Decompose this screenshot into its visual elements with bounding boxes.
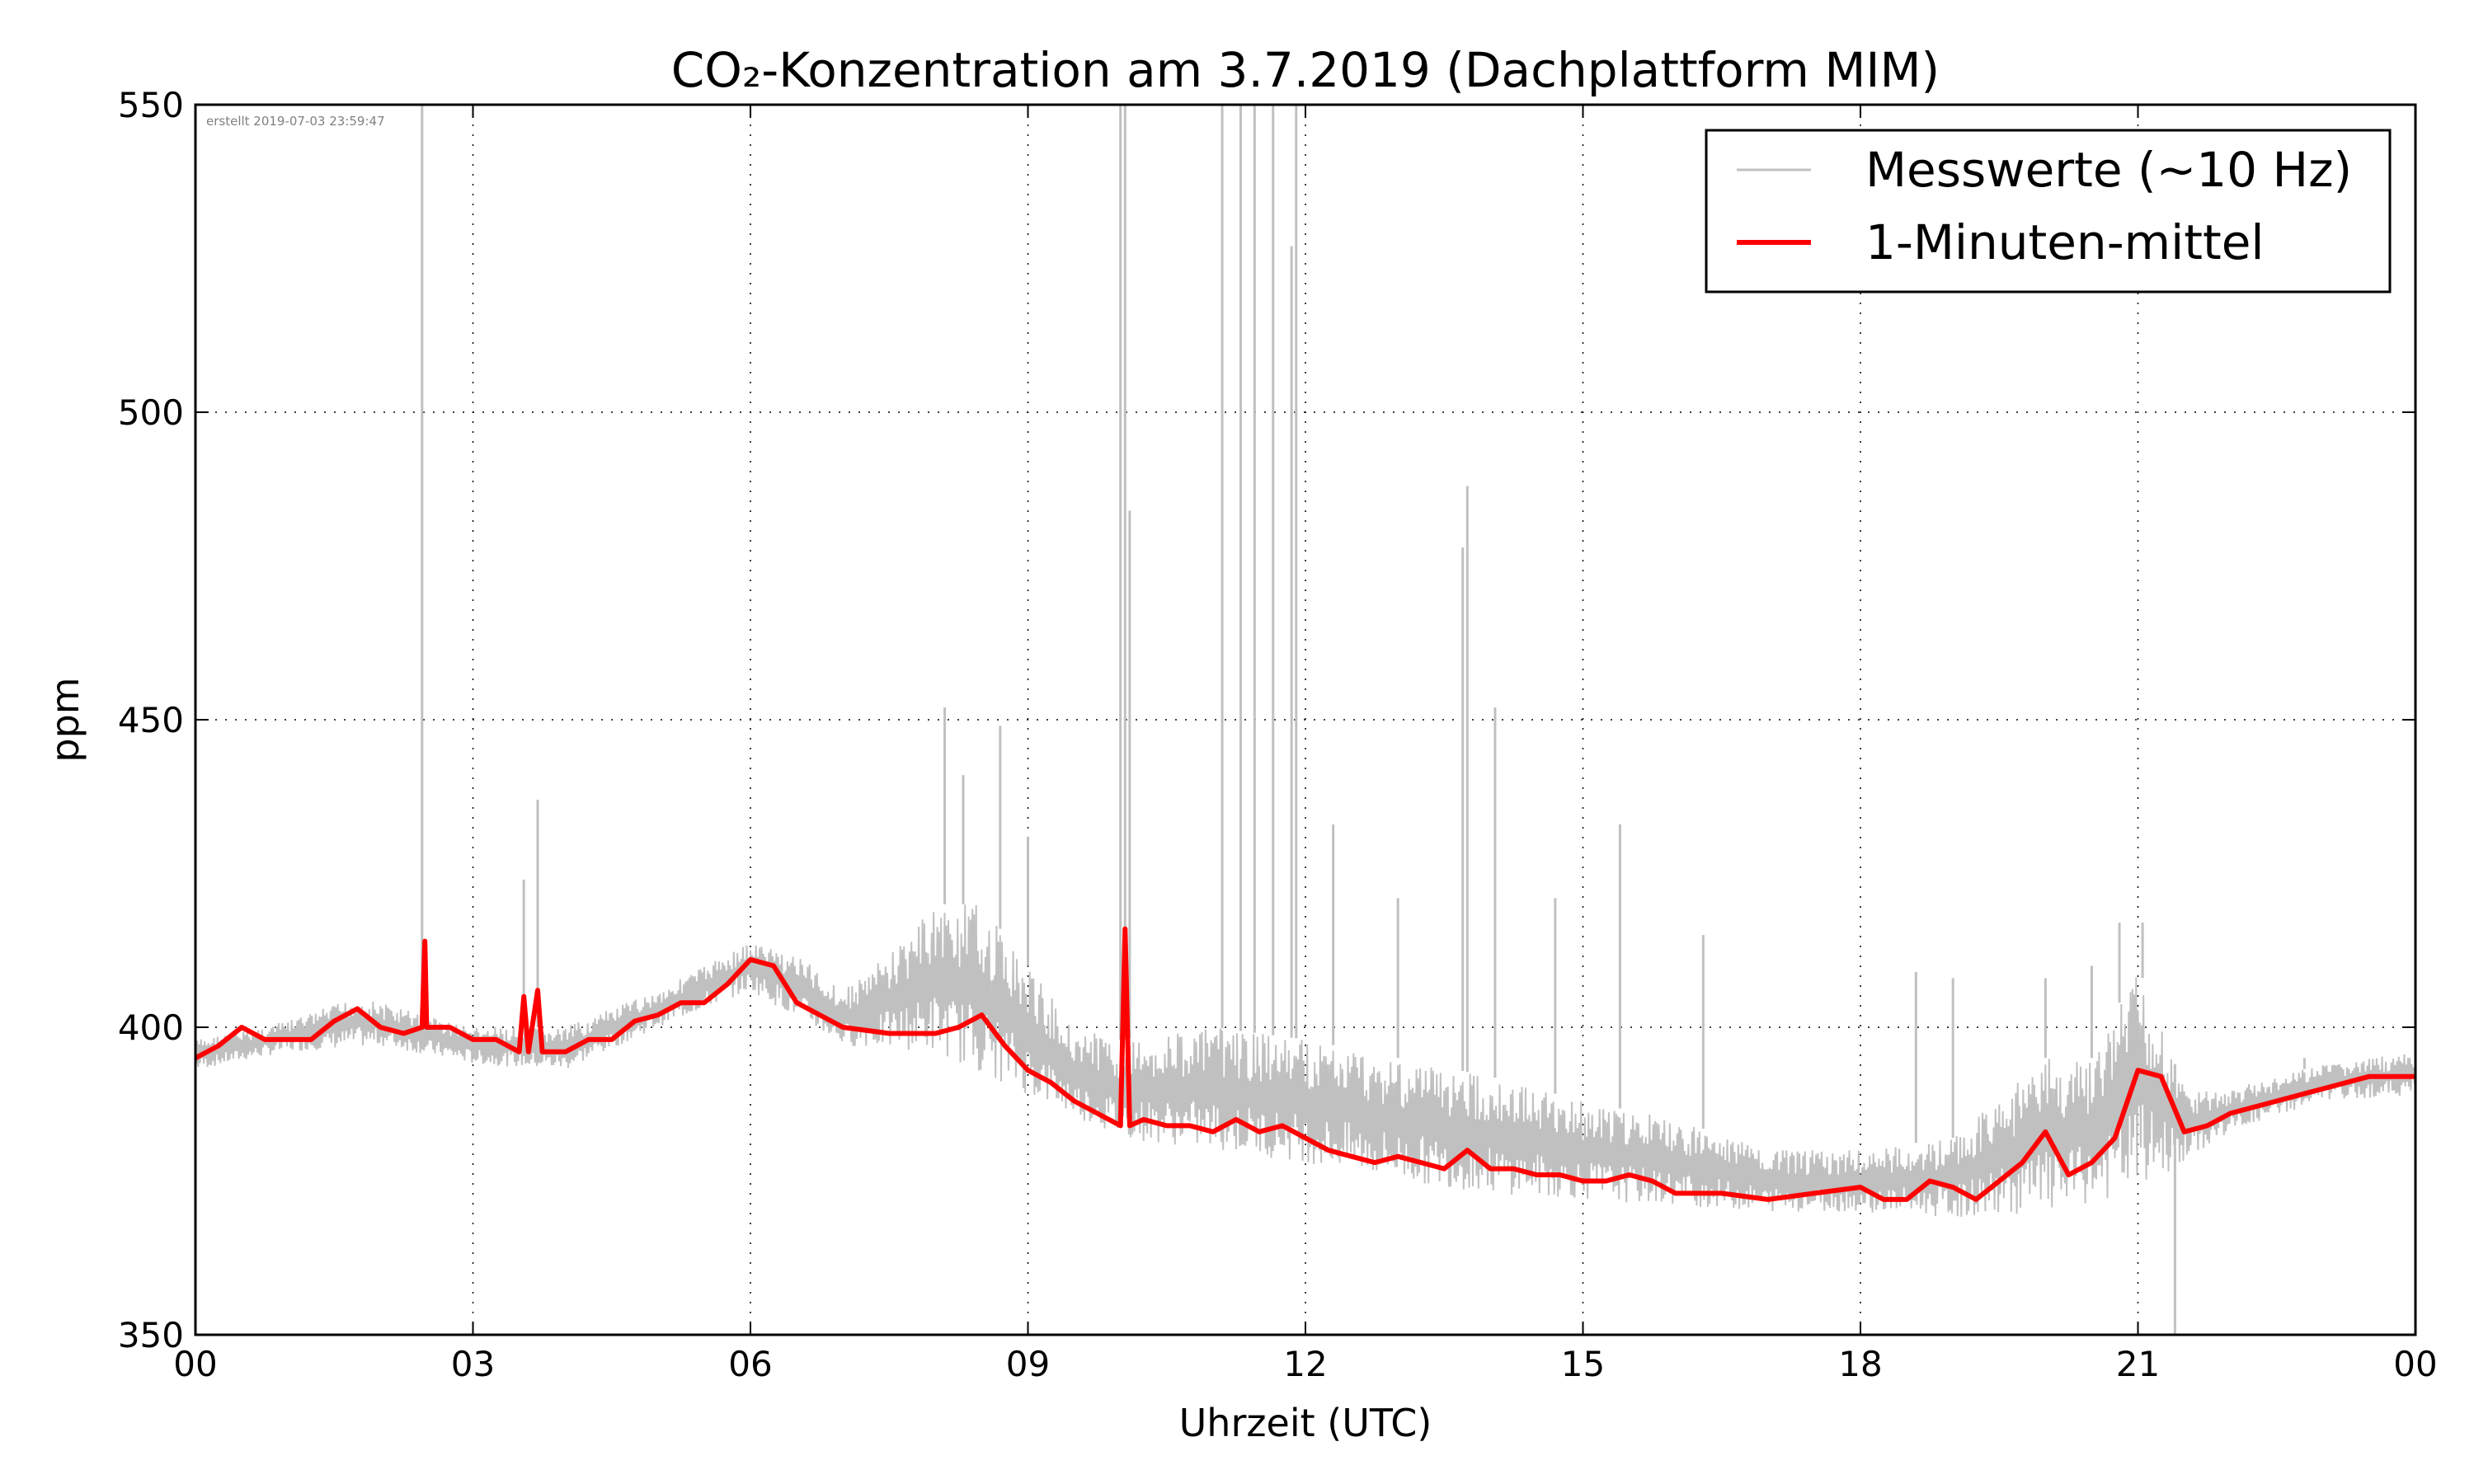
y-tick-label: 350: [118, 1315, 184, 1355]
annotation-created: erstellt 2019-07-03 23:59:47: [206, 114, 385, 129]
series-raw: [195, 105, 2415, 1335]
x-tick-label: 00: [2393, 1344, 2437, 1384]
raw-trace: [195, 904, 2415, 1217]
x-tick-label: 06: [728, 1344, 772, 1384]
y-axis-label: ppm: [43, 677, 87, 762]
series-mean: [194, 926, 2415, 1202]
chart-title: CO₂-Konzentration am 3.7.2019 (Dachplatt…: [671, 42, 1940, 98]
x-axis-label: Uhrzeit (UTC): [1179, 1401, 1432, 1445]
x-tick-label: 12: [1283, 1344, 1327, 1384]
x-tick-label: 15: [1561, 1344, 1605, 1384]
legend: Messwerte (~10 Hz) 1-Minuten-mittel: [1705, 129, 2392, 294]
legend-label-raw: Messwerte (~10 Hz): [1865, 142, 2352, 198]
x-tick-label: 00: [173, 1344, 217, 1384]
mean-line: [194, 926, 2415, 1202]
x-tick-label: 09: [1006, 1344, 1050, 1384]
y-tick-label: 400: [118, 1007, 184, 1048]
legend-label-mean: 1-Minuten-mittel: [1865, 214, 2265, 270]
x-tick-label: 18: [1838, 1344, 1882, 1384]
y-tick-label: 450: [118, 700, 184, 740]
x-tick-label: 21: [2116, 1344, 2160, 1384]
x-tick-label: 03: [451, 1344, 495, 1384]
y-tick-label: 500: [118, 392, 184, 433]
y-tick-label: 550: [118, 85, 184, 125]
legend-box: [1705, 129, 2392, 294]
